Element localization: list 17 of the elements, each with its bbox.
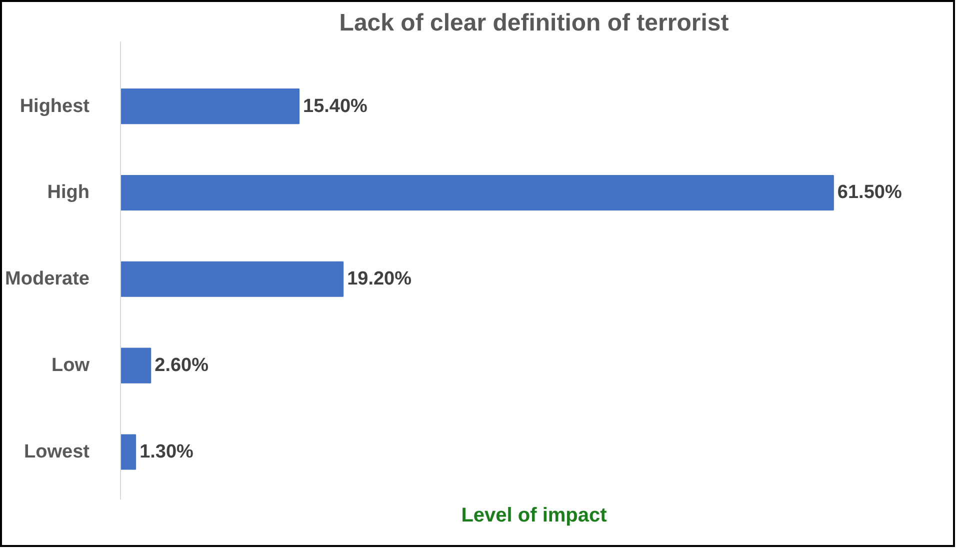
data-label: 61.50% (837, 182, 902, 204)
y-tick-label: Lowest (24, 441, 90, 462)
y-tick-label: Moderate (5, 268, 90, 290)
bar (120, 174, 834, 211)
bar (120, 434, 136, 470)
bar (120, 261, 344, 297)
y-tick-label: High (47, 182, 90, 204)
bar (120, 88, 300, 124)
bar (120, 348, 152, 384)
data-label: 15.40% (303, 96, 368, 117)
data-label: 1.30% (140, 441, 194, 462)
x-axis-title: Level of impact (461, 504, 608, 526)
data-label: 2.60% (154, 355, 209, 376)
y-tick-label: Low (52, 355, 90, 376)
chart-title: Lack of clear definition of terrorist (339, 10, 729, 36)
y-tick-label: Highest (20, 96, 90, 117)
data-label: 19.20% (347, 268, 412, 290)
